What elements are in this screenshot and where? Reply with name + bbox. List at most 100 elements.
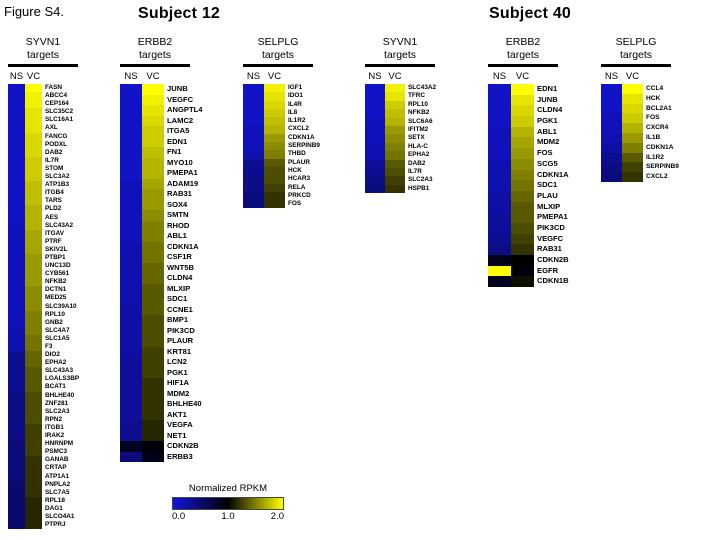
heatmap-row [120, 231, 164, 242]
gene-label: MLXIP [537, 201, 561, 211]
heatmap-row [488, 201, 534, 213]
heatmap-cell [601, 132, 622, 143]
heatmap-cell [8, 229, 25, 238]
heatmap-cell [8, 221, 25, 230]
heatmap-cell [8, 318, 25, 327]
panel-s40-selplg-targets: SELPLG targets NS VC CCL4 HCK BCL2A1 FOS CXCR… [601, 36, 679, 182]
heatmap-cell [511, 212, 534, 223]
title-underline [8, 64, 78, 67]
gene-label: JUNB [167, 84, 188, 93]
gene-label: CCNE1 [167, 304, 193, 314]
heatmap-cell [25, 92, 42, 101]
gene-label: PMEPA1 [167, 168, 198, 177]
heatmap-cell [601, 152, 622, 163]
heatmap-cell [142, 136, 164, 147]
heatmap-cell [385, 109, 405, 118]
heatmap-cell [8, 181, 25, 190]
heatmap-cell [25, 294, 42, 303]
gene-label: SLC35C2 [45, 108, 74, 116]
heatmap-cell [25, 84, 42, 93]
heatmap-cell [264, 117, 285, 126]
gene-label: SLC7A5 [45, 488, 70, 496]
heatmap-cell [8, 375, 25, 384]
column-label-ns: NS [492, 71, 507, 82]
heatmap-cell [8, 391, 25, 400]
heatmap-row [120, 336, 164, 347]
heatmap-row [8, 407, 42, 416]
panel-title-word: targets [506, 48, 540, 61]
heatmap-row [601, 93, 643, 104]
gene-label: SLC39A10 [45, 302, 77, 310]
heatmap-cell [385, 184, 405, 194]
heatmap-row [243, 92, 285, 101]
heatmap-cell [365, 151, 385, 160]
panel-title-gene: ERBB2 [505, 36, 541, 48]
heatmap-cell [8, 423, 25, 433]
heatmap-cell [622, 123, 643, 133]
gene-label: ERBB3 [167, 451, 193, 461]
heatmap-cell [365, 184, 385, 194]
gene-label: ITGAV [45, 229, 65, 237]
panel-title-gene: ERBB2 [137, 36, 173, 48]
heatmap-cell [25, 488, 42, 497]
heatmap-row [243, 166, 285, 176]
heatmap-cell [142, 294, 164, 305]
gene-label: PLAUR [288, 158, 311, 166]
gene-label: RELA [288, 183, 306, 191]
heatmap-row [243, 191, 285, 201]
gene-label: CDKN1A [537, 169, 569, 179]
heatmap-cell [8, 213, 25, 222]
heatmap-row [120, 378, 164, 389]
heatmap-cell [8, 440, 25, 449]
heatmap-cell [365, 125, 385, 135]
panel-title-word: targets [619, 48, 653, 61]
heatmap-cell [120, 441, 142, 452]
gene-label: HSPB1 [408, 184, 430, 192]
heatmap-row [8, 270, 42, 279]
gene-label: LAMC2 [167, 115, 194, 125]
heatmap-cell [511, 126, 534, 138]
gene-label: AKT1 [167, 409, 187, 419]
heatmap-cell [142, 94, 164, 105]
gene-label: RAB31 [167, 189, 192, 198]
column-label-ns: NS [124, 71, 138, 82]
gene-label: IL1R2 [646, 153, 664, 161]
heatmap-cell [25, 480, 42, 489]
gene-label: CYB561 [45, 270, 70, 278]
heatmap-row [601, 142, 643, 153]
gene-label: HLA-C [408, 142, 428, 150]
heatmap-cell [142, 231, 164, 242]
gene-label: PSMC3 [45, 448, 68, 456]
gene-label: CDKN1A [646, 143, 674, 151]
gene-label: EDN1 [167, 136, 188, 146]
heatmap-row [365, 184, 405, 194]
heatmap-cell [622, 142, 643, 153]
heatmap-row [8, 310, 42, 319]
heatmap-cell [488, 244, 511, 255]
heatmap-cell [243, 191, 264, 201]
panel-title-gene: SYVN1 [382, 36, 418, 48]
heatmap-cell [25, 440, 42, 449]
gene-label: DIO2 [45, 351, 60, 359]
heatmap-row [601, 103, 643, 114]
gene-label: JUNB [537, 94, 558, 104]
heatmap-cell [25, 464, 42, 473]
heatmap-cell [8, 148, 25, 157]
gene-label: DAB2 [45, 148, 63, 156]
heatmap-cell [8, 100, 25, 109]
column-label-vc: VC [146, 71, 160, 82]
heatmap-cell [142, 252, 164, 263]
heatmap-cell [511, 201, 534, 213]
heatmap-row [488, 212, 534, 223]
heatmap-cell [142, 420, 164, 431]
gene-label: SMTN [167, 210, 189, 219]
heatmap-row [8, 294, 42, 303]
heatmap-row [8, 92, 42, 101]
gene-label: ATP1A1 [45, 472, 70, 480]
heatmap-cell [601, 103, 622, 114]
heatmap-cell [142, 357, 164, 368]
heatmap-cell [25, 391, 42, 400]
gene-label: FANCG [45, 132, 68, 140]
heatmap-cell [25, 326, 42, 335]
heatmap-cell [120, 241, 142, 252]
